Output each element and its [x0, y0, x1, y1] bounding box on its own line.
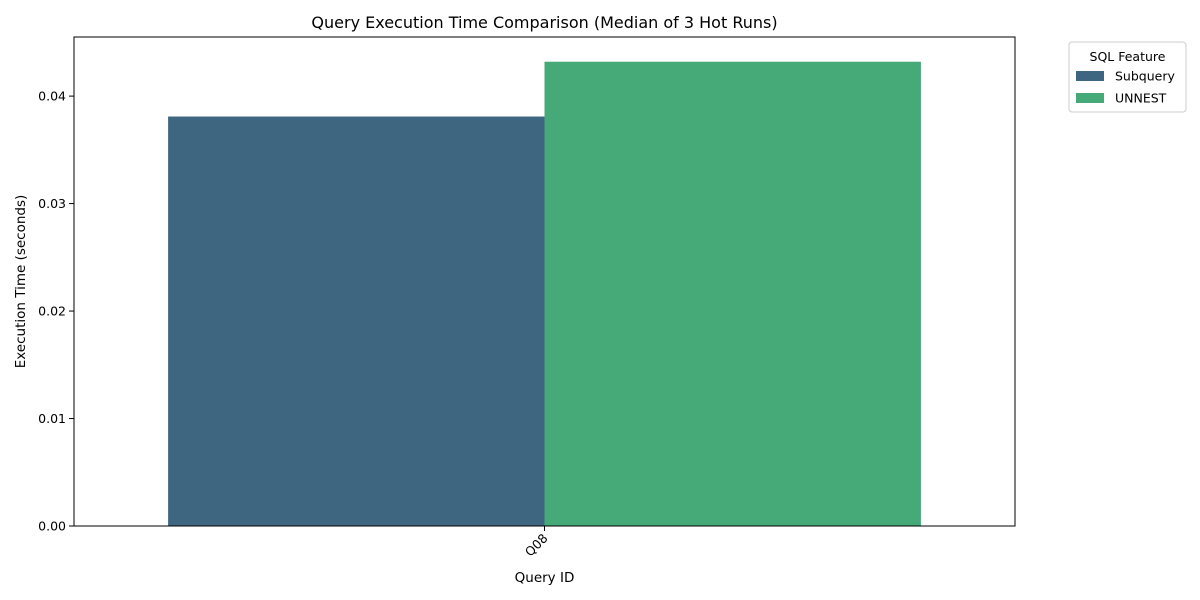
legend-swatch-unnest	[1076, 93, 1104, 103]
chart-title: Query Execution Time Comparison (Median …	[311, 13, 777, 32]
y-tick-label: 0.04	[38, 89, 66, 104]
legend: SQL Feature Subquery UNNEST	[1068, 41, 1187, 113]
x-axis-label: Query ID	[515, 570, 575, 586]
y-tick-label: 0.01	[38, 411, 66, 426]
x-axis: Q08	[522, 526, 551, 559]
y-axis-label: Execution Time (seconds)	[13, 195, 29, 369]
legend-label-subquery: Subquery	[1115, 69, 1175, 84]
legend-swatch-subquery	[1076, 71, 1104, 81]
legend-title: SQL Feature	[1090, 49, 1166, 64]
legend-label-unnest: UNNEST	[1115, 91, 1167, 106]
bars-group	[168, 61, 921, 527]
bar-unnest-q08	[544, 61, 921, 526]
y-axis: 0.00 0.01 0.02 0.03 0.04	[38, 89, 74, 534]
y-tick-label: 0.02	[38, 304, 66, 319]
y-tick-label: 0.00	[38, 519, 66, 534]
bar-subquery-q08	[168, 116, 545, 527]
y-tick-label: 0.03	[38, 196, 66, 211]
x-tick-label: Q08	[522, 530, 551, 559]
